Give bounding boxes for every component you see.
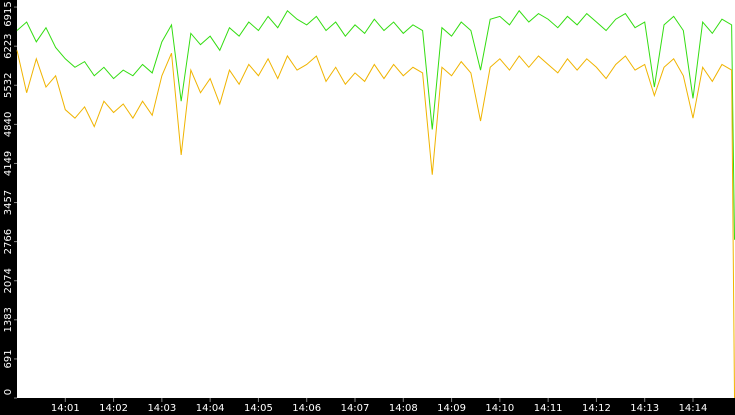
x-tick-label: 14:02 bbox=[99, 403, 128, 414]
x-tick-label: 14:03 bbox=[147, 403, 176, 414]
x-tick-label: 14:04 bbox=[196, 403, 225, 414]
y-tick-label: 2766 bbox=[3, 229, 14, 254]
x-tick-label: 14:01 bbox=[51, 403, 80, 414]
series-line bbox=[16, 9, 735, 240]
x-tick-label: 14:12 bbox=[582, 403, 611, 414]
x-tick-label: 14:05 bbox=[244, 403, 273, 414]
y-tick-label: 5532 bbox=[3, 73, 14, 98]
x-tick-label: 14:13 bbox=[630, 403, 659, 414]
x-axis-band bbox=[0, 398, 735, 415]
y-tick-label: 2074 bbox=[3, 268, 14, 293]
y-tick-label: 691 bbox=[3, 349, 14, 368]
x-tick-label: 14:07 bbox=[341, 403, 370, 414]
y-tick-label: 6915 bbox=[3, 1, 14, 26]
x-tick-label: 14:06 bbox=[292, 403, 321, 414]
y-tick-label: 4149 bbox=[3, 151, 14, 176]
y-tick-label: 0 bbox=[3, 389, 14, 395]
y-tick-label: 3457 bbox=[3, 190, 14, 215]
x-tick-label: 14:09 bbox=[437, 403, 466, 414]
x-tick-label: 14:11 bbox=[534, 403, 563, 414]
y-tick-label: 6223 bbox=[3, 33, 14, 58]
x-tick-label: 14:10 bbox=[485, 403, 514, 414]
x-tick-label: 14:14 bbox=[679, 403, 708, 414]
y-tick-label: 1383 bbox=[3, 307, 14, 332]
y-axis-band bbox=[0, 0, 17, 415]
y-tick-label: 4840 bbox=[3, 112, 14, 137]
x-tick-label: 14:08 bbox=[389, 403, 418, 414]
series-line bbox=[16, 50, 735, 399]
